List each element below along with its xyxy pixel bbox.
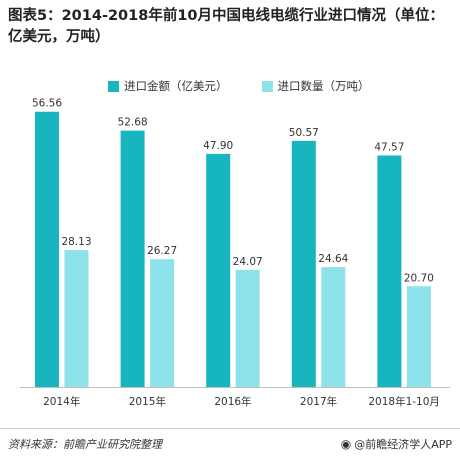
x-tick-label-0: 2014年 [43,395,80,408]
bar-series2-2 [235,269,260,387]
data-label-series1-4: 47.57 [374,141,404,153]
legend-item-quantity: 进口数量（万吨） [261,78,370,94]
brand-label: @前瞻经济学人APP [354,438,452,451]
legend-swatch-amount [108,80,119,92]
x-tick-label-2: 2016年 [214,395,251,408]
data-label-series2-0: 28.13 [61,236,91,248]
bar-series2-0 [64,250,89,387]
bar-series1-2 [206,153,231,387]
legend-swatch-quantity [261,80,273,92]
data-label-series1-0: 56.56 [32,98,62,110]
legend-item-amount: 进口金额（亿美元） [108,78,228,94]
x-tick-label-1: 2015年 [129,395,166,408]
bar-series1-4 [377,155,402,387]
data-label-series2-1: 26.27 [147,245,177,257]
data-label-series1-1: 52.68 [118,117,148,129]
chart-footer: 资料来源：前瞻产业研究院整理 ◉ @前瞻经济学人APP [0,428,460,460]
data-label-series1-2: 47.90 [203,140,233,152]
x-tick-label-3: 2017年 [300,395,337,408]
brand-logo-icon: ◉ [340,437,352,451]
data-label-series2-2: 24.07 [233,256,263,268]
bar-series2-3 [321,267,346,387]
bar-series2-4 [406,286,431,387]
chart-legend: 进口金额（亿美元） 进口数量（万吨） [108,78,370,94]
data-label-series2-3: 24.64 [318,253,348,265]
chart-title: 图表5：2014-2018年前10月中国电线电缆行业进口情况（单位：亿美元，万吨… [8,8,444,45]
legend-label-amount: 进口金额（亿美元） [124,79,228,93]
bar-series2-1 [150,259,175,387]
x-tick-label-4: 2018年1-10月 [368,395,440,408]
bar-series1-3 [291,140,316,387]
brand-credit: ◉ @前瞻经济学人APP [341,436,452,452]
data-label-series1-3: 50.57 [289,127,319,139]
bar-series1-0 [35,111,59,387]
bar-chart: 56.56 28.13 2014年 52.68 26.27 2015年 47.90 24.07… [20,98,450,408]
bar-series1-1 [120,130,145,387]
data-label-series2-4: 20.70 [404,272,434,284]
source-note: 资料来源：前瞻产业研究院整理 [8,438,162,451]
legend-label-quantity: 进口数量（万吨） [277,79,370,93]
